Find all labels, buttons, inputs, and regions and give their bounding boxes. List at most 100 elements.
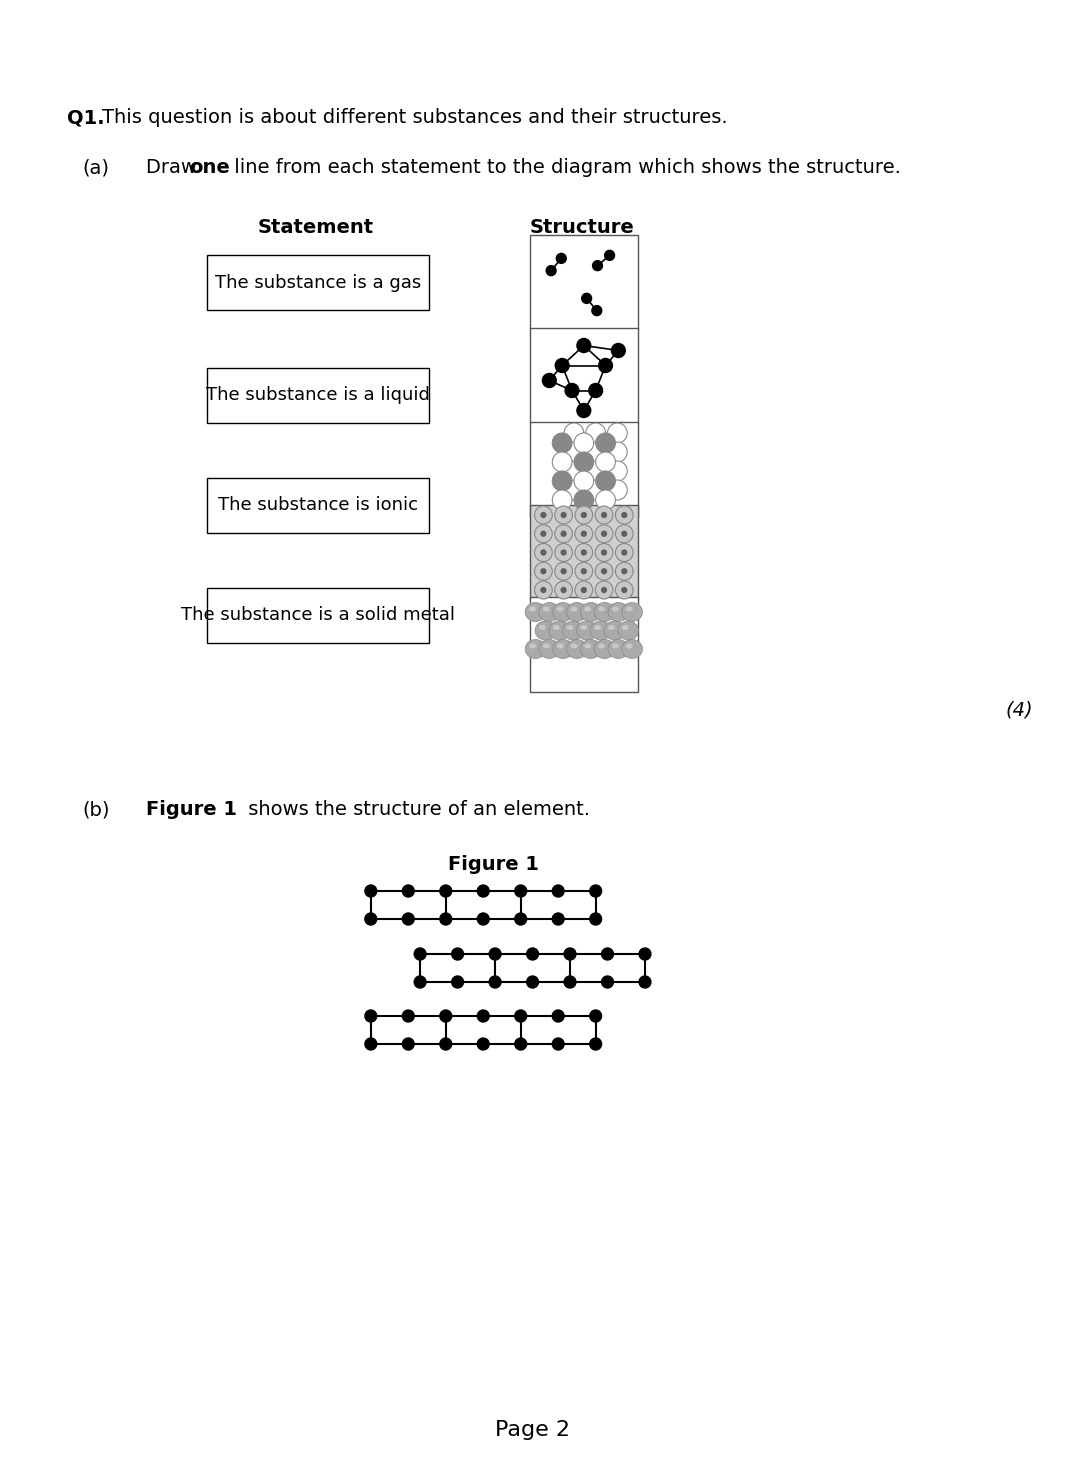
- Ellipse shape: [591, 621, 611, 640]
- Circle shape: [440, 1038, 451, 1050]
- Circle shape: [595, 562, 613, 580]
- Circle shape: [535, 562, 552, 580]
- Circle shape: [489, 948, 501, 960]
- Circle shape: [616, 581, 633, 599]
- Circle shape: [561, 531, 567, 537]
- Circle shape: [596, 471, 616, 491]
- Ellipse shape: [567, 625, 573, 630]
- Circle shape: [365, 1010, 377, 1022]
- Ellipse shape: [608, 640, 629, 658]
- Circle shape: [581, 531, 586, 537]
- Circle shape: [577, 404, 591, 417]
- Circle shape: [600, 549, 607, 556]
- Text: The substance is a gas: The substance is a gas: [215, 273, 421, 292]
- Circle shape: [489, 976, 501, 988]
- Text: The substance is ionic: The substance is ionic: [218, 497, 418, 515]
- Bar: [207, 255, 429, 310]
- Ellipse shape: [525, 640, 545, 658]
- Circle shape: [556, 254, 566, 264]
- Circle shape: [365, 885, 377, 897]
- Ellipse shape: [563, 621, 583, 640]
- Circle shape: [575, 581, 593, 599]
- Circle shape: [552, 451, 572, 472]
- Ellipse shape: [539, 625, 545, 630]
- Circle shape: [602, 976, 613, 988]
- Circle shape: [608, 479, 627, 500]
- Ellipse shape: [604, 621, 624, 640]
- Ellipse shape: [608, 602, 629, 621]
- Ellipse shape: [529, 643, 536, 649]
- Circle shape: [565, 384, 579, 397]
- Text: The substance is a solid metal: The substance is a solid metal: [181, 606, 455, 624]
- Circle shape: [581, 549, 586, 556]
- Circle shape: [621, 568, 627, 574]
- Text: Structure: Structure: [529, 218, 634, 237]
- Text: Figure 1: Figure 1: [146, 799, 237, 819]
- Text: Q1.: Q1.: [67, 108, 105, 127]
- Circle shape: [515, 1038, 527, 1050]
- Circle shape: [415, 976, 426, 988]
- Circle shape: [616, 543, 633, 562]
- Circle shape: [542, 373, 556, 388]
- Circle shape: [403, 913, 415, 925]
- Circle shape: [598, 358, 612, 373]
- Bar: [207, 589, 429, 643]
- Text: The substance is a liquid: The substance is a liquid: [206, 386, 430, 404]
- Circle shape: [585, 423, 606, 442]
- Circle shape: [552, 1010, 564, 1022]
- Text: one: one: [189, 158, 230, 177]
- Ellipse shape: [580, 625, 588, 630]
- Ellipse shape: [529, 606, 536, 612]
- Ellipse shape: [608, 625, 615, 630]
- Ellipse shape: [618, 621, 638, 640]
- Text: shows the structure of an element.: shows the structure of an element.: [242, 799, 590, 819]
- Text: Page 2: Page 2: [495, 1420, 570, 1440]
- Ellipse shape: [553, 602, 573, 621]
- Circle shape: [621, 512, 627, 518]
- Circle shape: [561, 568, 567, 574]
- Circle shape: [540, 512, 546, 518]
- Circle shape: [515, 885, 527, 897]
- Ellipse shape: [553, 625, 559, 630]
- Ellipse shape: [612, 643, 619, 649]
- Circle shape: [535, 543, 552, 562]
- Circle shape: [595, 543, 613, 562]
- Circle shape: [596, 490, 616, 510]
- Ellipse shape: [594, 640, 615, 658]
- Circle shape: [608, 442, 627, 462]
- Circle shape: [575, 543, 593, 562]
- Ellipse shape: [622, 602, 643, 621]
- Circle shape: [552, 1038, 564, 1050]
- Ellipse shape: [525, 602, 545, 621]
- Circle shape: [577, 338, 591, 353]
- Circle shape: [596, 451, 616, 472]
- Circle shape: [575, 562, 593, 580]
- Circle shape: [552, 885, 564, 897]
- Circle shape: [535, 525, 552, 543]
- Circle shape: [573, 490, 594, 510]
- Ellipse shape: [539, 602, 559, 621]
- Circle shape: [605, 251, 615, 261]
- Ellipse shape: [622, 640, 643, 658]
- Bar: [529, 422, 638, 518]
- Bar: [529, 597, 638, 692]
- Circle shape: [608, 423, 627, 442]
- Circle shape: [535, 581, 552, 599]
- Circle shape: [600, 568, 607, 574]
- Circle shape: [600, 587, 607, 593]
- Circle shape: [527, 976, 539, 988]
- Circle shape: [590, 1010, 602, 1022]
- Ellipse shape: [570, 606, 578, 612]
- Circle shape: [564, 442, 584, 462]
- Circle shape: [600, 531, 607, 537]
- Text: (a): (a): [83, 158, 110, 177]
- Circle shape: [593, 261, 603, 270]
- Circle shape: [403, 1038, 415, 1050]
- Circle shape: [555, 358, 569, 373]
- Ellipse shape: [584, 643, 591, 649]
- Circle shape: [515, 913, 527, 925]
- Text: line from each statement to the diagram which shows the structure.: line from each statement to the diagram …: [228, 158, 901, 177]
- Circle shape: [564, 423, 584, 442]
- Bar: [529, 235, 638, 330]
- Ellipse shape: [556, 606, 564, 612]
